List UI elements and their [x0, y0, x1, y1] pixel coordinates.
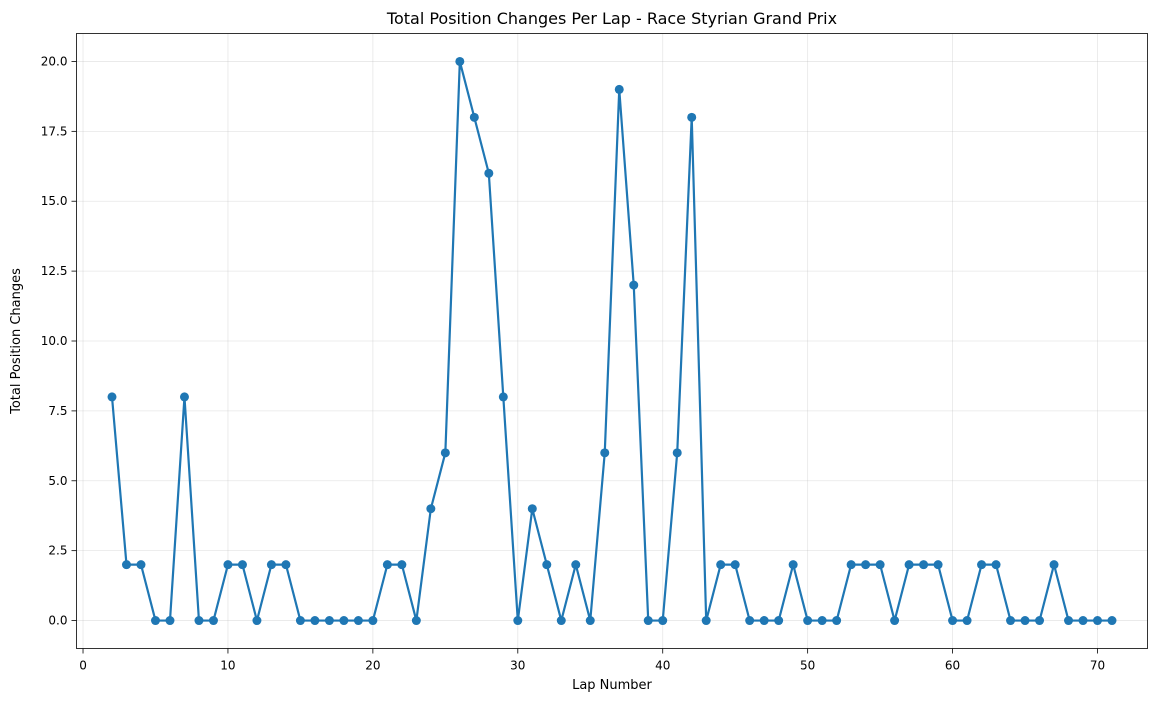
data-point: [716, 560, 726, 570]
y-tick-label: 12.5: [41, 264, 68, 278]
y-tick-label: 7.5: [48, 404, 67, 418]
data-point: [295, 616, 305, 626]
x-tick-label: 70: [1090, 659, 1105, 673]
data-point: [179, 392, 189, 402]
y-tick-label: 15.0: [41, 194, 68, 208]
series-layer: [107, 56, 1117, 626]
data-point: [223, 560, 233, 570]
data-point: [861, 560, 871, 570]
data-point: [701, 616, 711, 626]
data-point: [252, 616, 262, 626]
data-point: [324, 616, 334, 626]
data-point: [875, 560, 885, 570]
data-point: [788, 560, 798, 570]
data-point: [542, 560, 552, 570]
data-point: [397, 560, 407, 570]
data-point: [237, 560, 247, 570]
data-point: [687, 112, 697, 122]
grid: [76, 33, 1148, 649]
data-point: [353, 616, 363, 626]
y-tick-label: 20.0: [41, 54, 68, 68]
x-tick-label: 40: [655, 659, 670, 673]
data-point: [281, 560, 291, 570]
data-point: [803, 616, 813, 626]
data-point: [614, 84, 624, 94]
data-point: [382, 560, 392, 570]
x-tick-label: 50: [800, 659, 815, 673]
x-axis-label: Lap Number: [572, 678, 652, 693]
data-point: [121, 560, 131, 570]
data-point: [527, 504, 537, 514]
data-point: [643, 616, 653, 626]
data-point: [890, 616, 900, 626]
data-point: [962, 616, 972, 626]
data-point: [165, 616, 175, 626]
data-point: [107, 392, 117, 402]
y-tick-label: 17.5: [41, 124, 68, 138]
data-point: [1006, 616, 1016, 626]
data-point: [933, 560, 943, 570]
data-point: [1035, 616, 1045, 626]
data-point: [484, 168, 494, 178]
data-point: [1093, 616, 1103, 626]
x-tick-label: 30: [510, 659, 525, 673]
data-point: [585, 616, 595, 626]
y-tick-label: 2.5: [48, 544, 67, 558]
y-axis-label: Total Position Changes: [9, 268, 24, 415]
data-point: [1020, 616, 1030, 626]
data-point: [759, 616, 769, 626]
data-point: [1064, 616, 1074, 626]
data-point: [817, 616, 827, 626]
data-point: [832, 616, 842, 626]
data-point: [571, 560, 581, 570]
data-point: [658, 616, 668, 626]
data-point: [556, 616, 566, 626]
data-point: [919, 560, 929, 570]
data-point: [150, 616, 160, 626]
data-point: [440, 448, 450, 458]
data-point: [672, 448, 682, 458]
x-tick-label: 60: [945, 659, 960, 673]
data-point: [1078, 616, 1088, 626]
data-point: [469, 112, 479, 122]
data-point: [846, 560, 856, 570]
data-point: [948, 616, 958, 626]
data-point: [194, 616, 204, 626]
data-point: [136, 560, 146, 570]
data-point: [426, 504, 436, 514]
data-point: [310, 616, 320, 626]
x-tick-label: 10: [220, 659, 235, 673]
data-point: [208, 616, 218, 626]
data-point: [600, 448, 610, 458]
data-point: [977, 560, 987, 570]
y-tick-label: 5.0: [48, 474, 67, 488]
x-axis: 0 10 20 30 40 50 60 70: [79, 648, 1105, 673]
series-line: [110, 60, 1112, 622]
data-point: [498, 392, 508, 402]
data-point: [513, 616, 523, 626]
data-point: [774, 616, 784, 626]
data-point: [455, 56, 465, 66]
data-point: [1107, 616, 1117, 626]
data-point: [368, 616, 378, 626]
data-point: [730, 560, 740, 570]
data-point: [1049, 560, 1059, 570]
data-point: [339, 616, 349, 626]
y-tick-label: 0.0: [48, 614, 67, 628]
x-tick-label: 20: [365, 659, 380, 673]
chart-title: Total Position Changes Per Lap - Race St…: [386, 9, 837, 28]
data-point: [745, 616, 755, 626]
data-point: [411, 616, 421, 626]
data-point: [266, 560, 276, 570]
y-tick-label: 10.0: [41, 334, 68, 348]
data-point: [991, 560, 1001, 570]
y-axis: 0.0 2.5 5.0 7.5 10.0 12.5 15.0 17.5 20.0: [41, 54, 77, 628]
data-point: [904, 560, 914, 570]
x-tick-label: 0: [79, 659, 87, 673]
data-point: [629, 280, 639, 290]
